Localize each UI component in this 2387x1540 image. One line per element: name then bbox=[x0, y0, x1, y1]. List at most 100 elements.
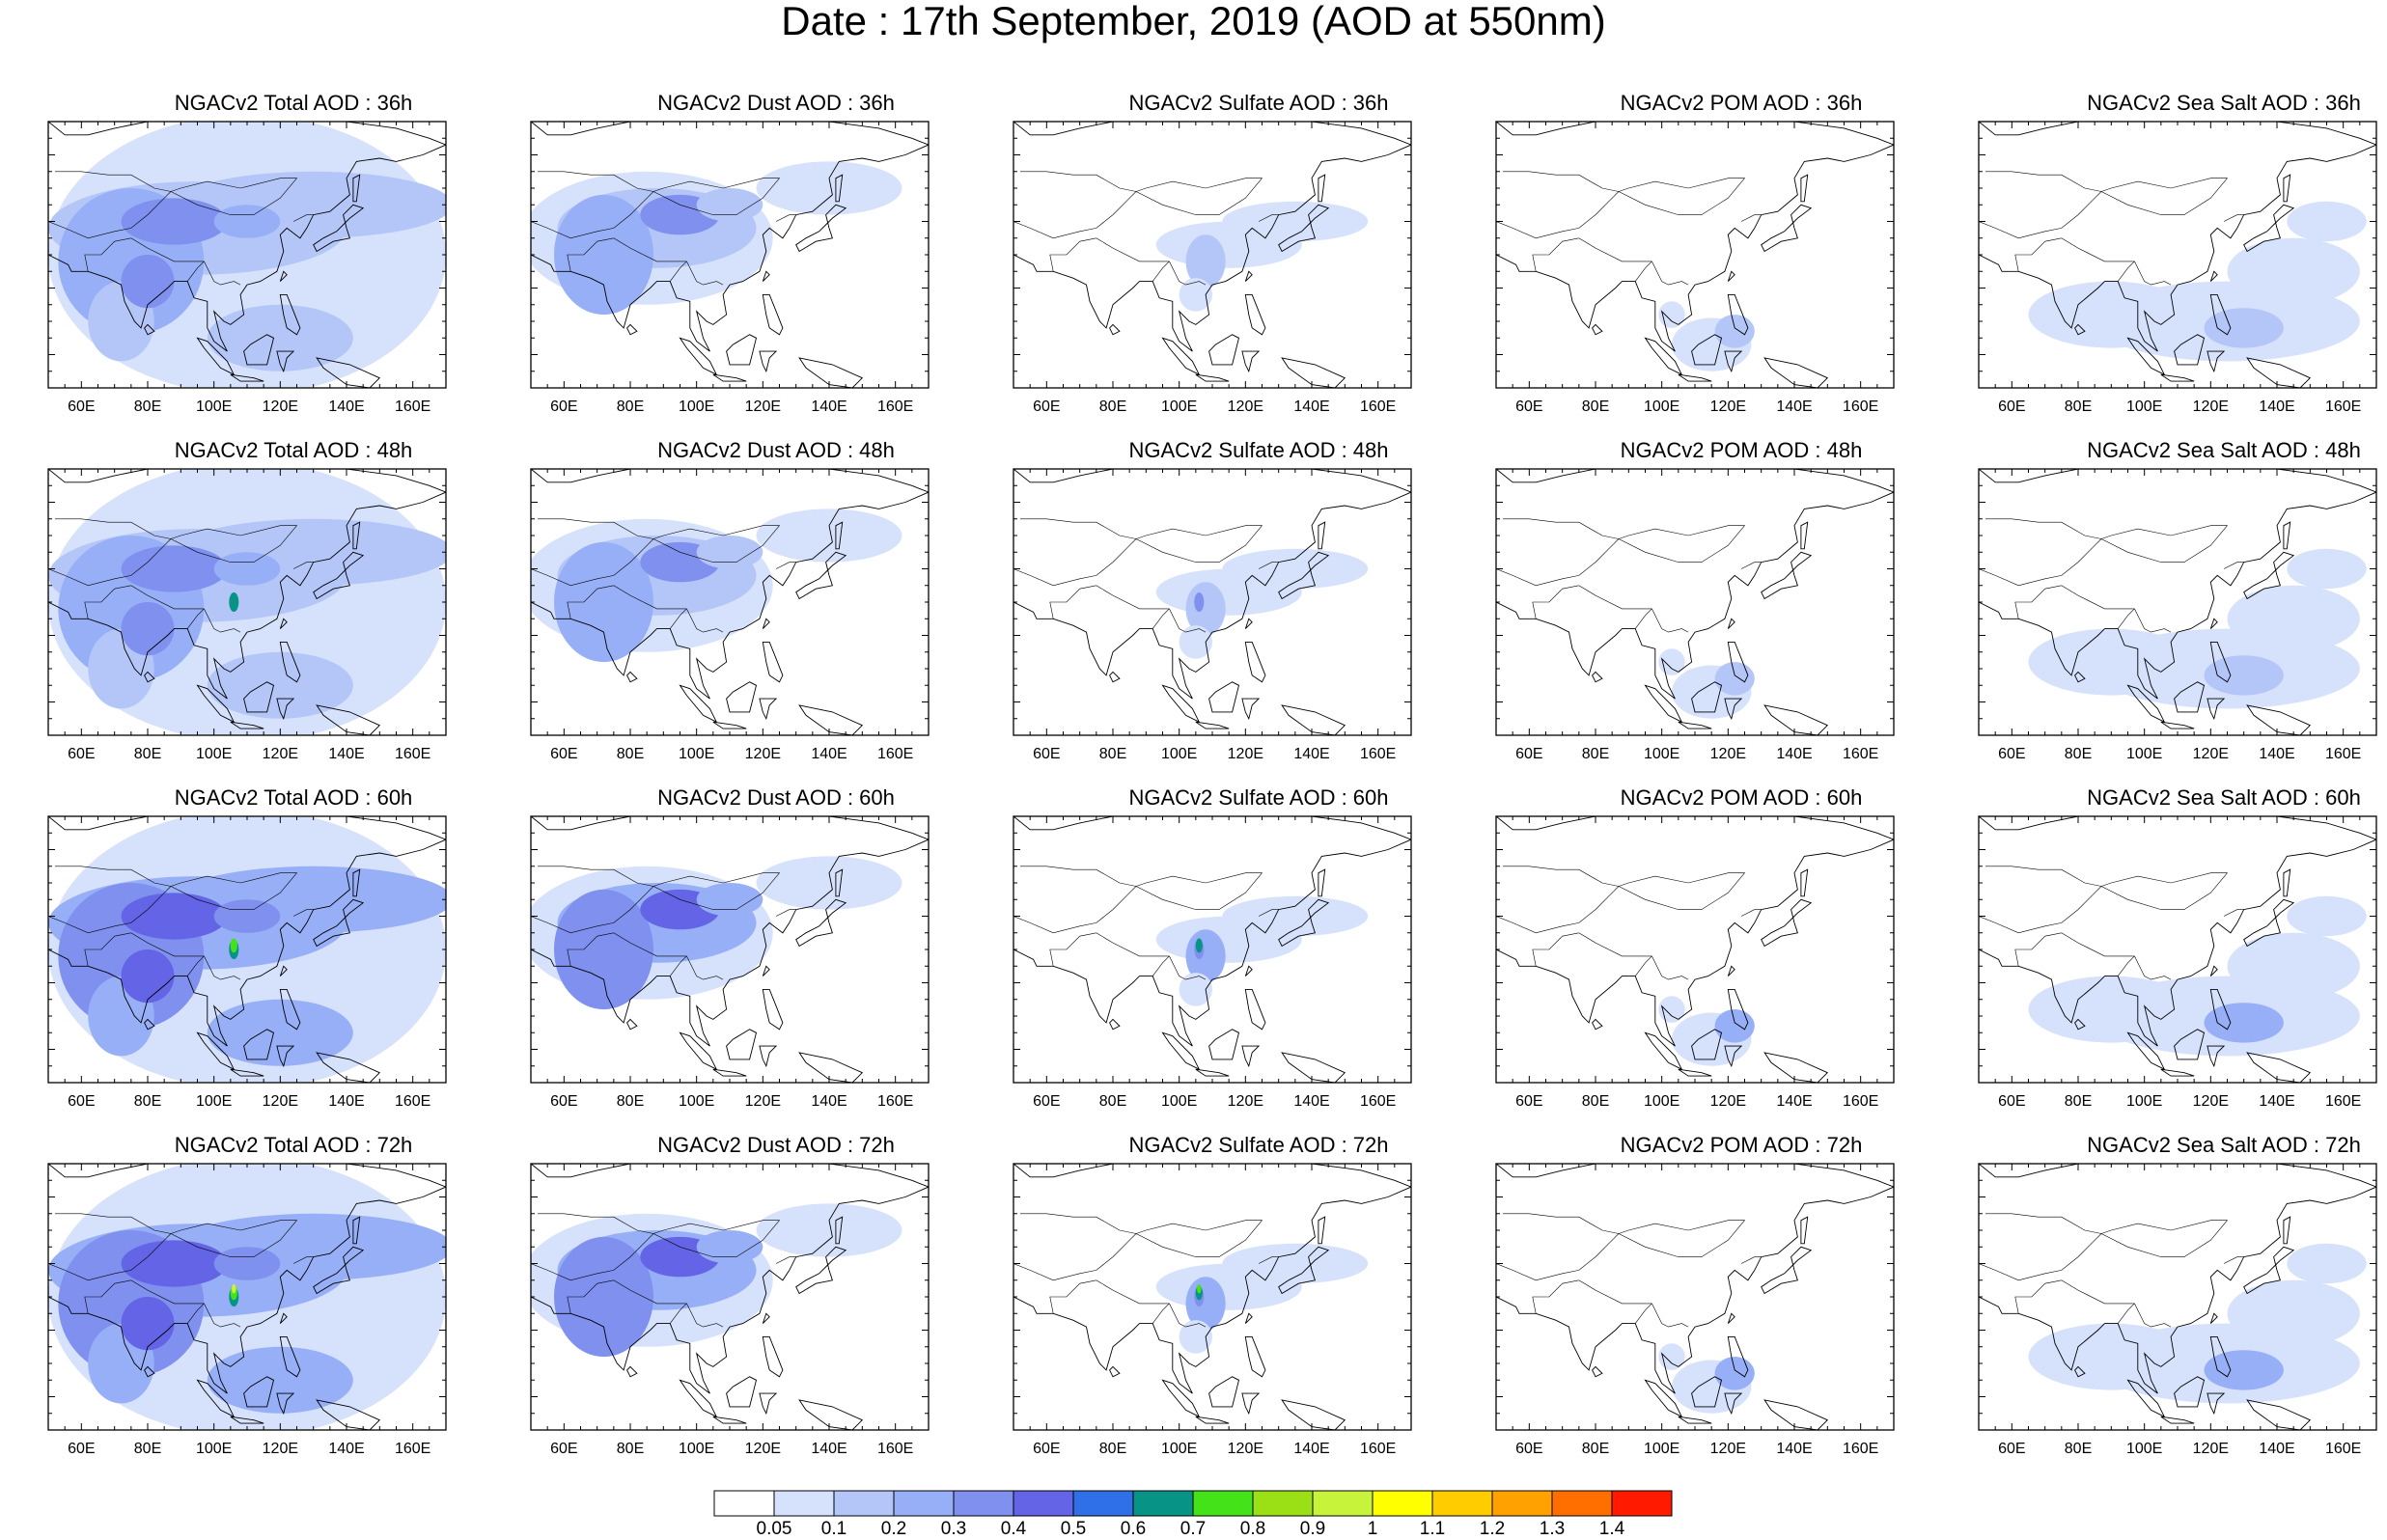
country-border bbox=[1152, 955, 1170, 976]
lon-tick-label: 60E bbox=[1998, 399, 2025, 415]
aod-plume bbox=[756, 1203, 902, 1257]
coastline bbox=[313, 204, 365, 253]
coastline bbox=[1318, 1216, 1326, 1245]
lon-tick-label: 80E bbox=[1582, 746, 1609, 762]
coastline bbox=[1208, 1376, 1240, 1408]
lon-tick-label: 160E bbox=[395, 1093, 430, 1110]
aod-plume bbox=[213, 552, 281, 586]
lon-tick-label: 120E bbox=[745, 399, 781, 415]
coastline bbox=[1281, 357, 1346, 388]
country-border bbox=[1049, 932, 1096, 967]
lon-tick-label: 100E bbox=[2126, 1441, 2162, 1457]
colorbar-swatch bbox=[833, 1490, 895, 1517]
coastline bbox=[352, 521, 361, 550]
coastline bbox=[276, 698, 295, 721]
lon-tick-label: 100E bbox=[679, 1093, 714, 1110]
country-border bbox=[1096, 932, 1170, 957]
aod-plume bbox=[2204, 308, 2284, 348]
aod-plume bbox=[2227, 932, 2360, 1000]
colorbar-swatch bbox=[1312, 1490, 1374, 1517]
aod-plume bbox=[121, 602, 175, 656]
coastline bbox=[2243, 898, 2295, 948]
coastline bbox=[243, 1029, 275, 1060]
aod-plume bbox=[2287, 895, 2367, 937]
lon-tick-label: 140E bbox=[328, 1441, 364, 1457]
coastline bbox=[1281, 1399, 1346, 1430]
lon-tick-label: 140E bbox=[328, 746, 364, 762]
map-panel: NGACv2 Sulfate AOD : 60h 60E 80E 100E 120E 14… bbox=[1012, 785, 1494, 1133]
coastline bbox=[2209, 618, 2218, 629]
coastline bbox=[1644, 337, 1683, 376]
panel-title: NGACv2 Sea Salt AOD : 36h bbox=[2087, 91, 2361, 115]
lon-tick-label: 140E bbox=[1776, 1093, 1812, 1110]
country-border bbox=[186, 1303, 205, 1324]
map-panel: NGACv2 Total AOD : 72h 60E 80E 100E 120E 140E… bbox=[46, 1133, 529, 1480]
aod-plume bbox=[756, 161, 902, 215]
lon-tick-label: 100E bbox=[679, 399, 714, 415]
coastline bbox=[1013, 469, 1411, 700]
coastline bbox=[798, 1052, 864, 1083]
country-border bbox=[1651, 261, 1689, 286]
lon-tick-label: 60E bbox=[1033, 1441, 1060, 1457]
country-border bbox=[1618, 525, 1746, 563]
coastline bbox=[2074, 1365, 2086, 1378]
lon-tick-label: 140E bbox=[1293, 399, 1329, 415]
map-panel: NGACv2 Total AOD : 60h 60E 80E 100E 120E 140E… bbox=[46, 785, 529, 1133]
country-border bbox=[1258, 214, 1279, 222]
country-border bbox=[1019, 1213, 1137, 1234]
lon-tick-label: 120E bbox=[745, 1093, 781, 1110]
coastline bbox=[1979, 469, 2376, 700]
lon-tick-label: 140E bbox=[2259, 746, 2294, 762]
coastline bbox=[196, 684, 236, 724]
aod-plume bbox=[2028, 628, 2195, 696]
coastline bbox=[230, 1068, 264, 1077]
lon-tick-label: 120E bbox=[263, 1093, 298, 1110]
coastline bbox=[1244, 1312, 1253, 1324]
lon-tick-label: 100E bbox=[1644, 746, 1679, 762]
coastline bbox=[316, 704, 381, 735]
coastline bbox=[712, 721, 747, 729]
aod-plume bbox=[696, 1230, 763, 1264]
coastline bbox=[679, 1379, 718, 1418]
lon-tick-label: 60E bbox=[1515, 1093, 1542, 1110]
coastline bbox=[196, 337, 236, 376]
aod-plume bbox=[2227, 585, 2360, 652]
country-border bbox=[1049, 237, 1096, 272]
coastline bbox=[2160, 1416, 2195, 1424]
aod-map: 60E80E100E120E140E160E60N40N20N0 bbox=[47, 121, 447, 415]
coastline bbox=[762, 965, 770, 976]
colorbar-label: 1.4 bbox=[1599, 1519, 1625, 1536]
coastline bbox=[1592, 1365, 1603, 1378]
coastline bbox=[2209, 293, 2232, 336]
country-border bbox=[567, 585, 614, 619]
lon-tick-label: 140E bbox=[1776, 746, 1812, 762]
colorbar-swatch bbox=[1431, 1490, 1493, 1517]
aod-plume bbox=[756, 856, 902, 910]
aod-plume bbox=[121, 893, 228, 940]
coastline bbox=[759, 698, 778, 721]
country-border bbox=[2117, 955, 2135, 976]
coastline bbox=[2209, 1335, 2232, 1378]
coastline bbox=[1208, 681, 1240, 713]
country-border bbox=[1496, 191, 1620, 239]
aod-plume bbox=[2227, 237, 2360, 305]
lon-tick-label: 120E bbox=[1710, 1093, 1746, 1110]
country-border bbox=[130, 1279, 205, 1305]
country-border bbox=[1740, 562, 1762, 569]
aod-plume bbox=[554, 889, 653, 1010]
coastline bbox=[759, 350, 778, 373]
coastline bbox=[2207, 1045, 2226, 1068]
aod-plume bbox=[213, 205, 281, 238]
lon-tick-label: 100E bbox=[1161, 746, 1197, 762]
colorbar-label: 0.9 bbox=[1300, 1519, 1325, 1536]
lon-tick-label: 160E bbox=[877, 399, 913, 415]
country-border bbox=[1135, 1220, 1263, 1257]
country-border bbox=[1985, 866, 2102, 887]
country-border bbox=[2223, 909, 2244, 917]
aod-plume bbox=[1185, 234, 1226, 289]
country-border bbox=[1096, 1279, 1170, 1305]
country-border bbox=[2014, 585, 2062, 619]
country-border bbox=[1634, 608, 1652, 629]
map-panel: NGACv2 POM AOD : 36h 60E 80E 100E 120E 140E 16… bbox=[1494, 91, 1977, 438]
coastline bbox=[1727, 618, 1735, 629]
